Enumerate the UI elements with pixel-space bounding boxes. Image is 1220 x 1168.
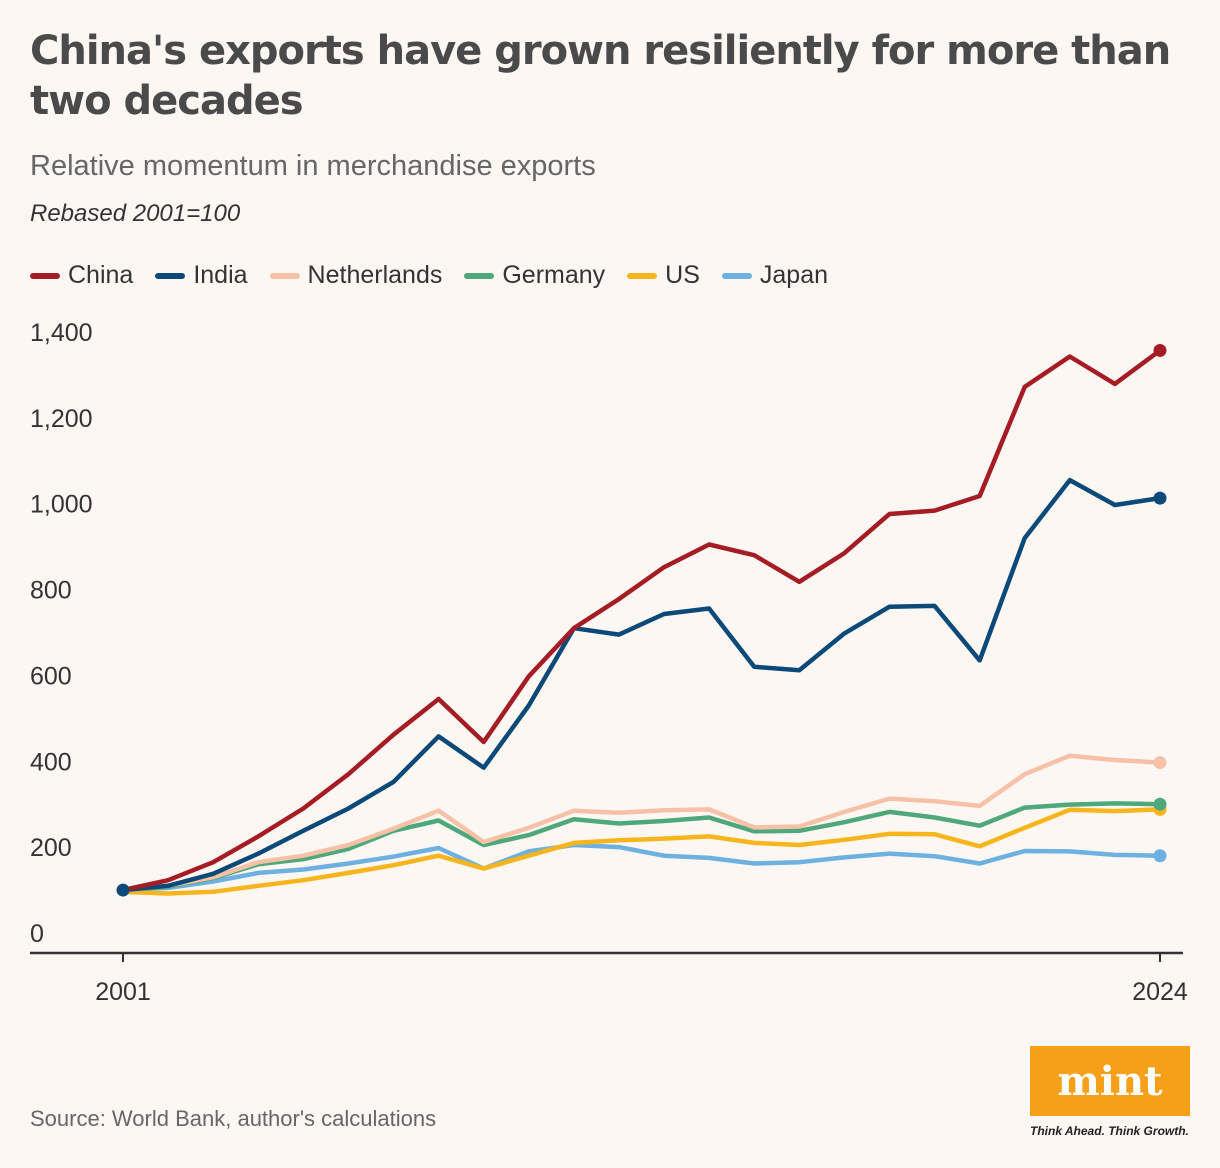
series-start-point bbox=[116, 883, 130, 897]
y-tick-label: 1,400 bbox=[30, 319, 93, 347]
legend-label: US bbox=[665, 261, 700, 289]
y-tick-label: 1,200 bbox=[30, 405, 93, 433]
legend-swatch bbox=[721, 272, 752, 279]
series-line-germany bbox=[120, 801, 1163, 893]
legend-label: China bbox=[68, 261, 134, 289]
series-end-point-china bbox=[1153, 343, 1167, 357]
x-tick-label: 2024 bbox=[1132, 978, 1188, 1006]
series-line-us bbox=[120, 807, 1163, 896]
series-line-netherlands bbox=[120, 753, 1163, 893]
y-tick-label: 200 bbox=[30, 834, 72, 862]
y-tick-label: 800 bbox=[30, 577, 72, 605]
legend-label: India bbox=[193, 261, 248, 289]
series-end-point-india bbox=[1153, 491, 1167, 505]
chart-note: Rebased 2001=100 bbox=[30, 200, 241, 227]
series-line-india bbox=[120, 477, 1163, 893]
y-tick-label: 600 bbox=[30, 662, 72, 690]
legend-swatch bbox=[155, 272, 186, 279]
y-tick-label: 0 bbox=[30, 920, 44, 948]
y-tick-label: 1,000 bbox=[30, 491, 93, 519]
mint-logo: mint bbox=[1030, 1046, 1190, 1116]
legend-item-us: US bbox=[627, 261, 700, 290]
logo-tagline: Think Ahead. Think Growth. bbox=[1030, 1124, 1189, 1138]
y-tick-label: 400 bbox=[30, 748, 72, 776]
legend-label: Japan bbox=[759, 261, 829, 289]
legend-swatch bbox=[627, 272, 658, 279]
legend-item-netherlands: Netherlands bbox=[269, 261, 443, 290]
line-chart: 0 200 400 600 800 1,000 1,200 1,400 2001 2024 bbox=[30, 319, 1188, 1006]
x-tick-label: 2001 bbox=[95, 978, 151, 1006]
legend-swatch bbox=[30, 272, 60, 279]
legend-item-japan: Japan bbox=[721, 261, 829, 290]
series-line-china bbox=[120, 348, 1163, 893]
legend-item-germany: Germany bbox=[464, 261, 605, 290]
series-line-japan bbox=[120, 842, 1163, 893]
legend-swatch bbox=[464, 272, 495, 279]
series-end-point-japan bbox=[1153, 849, 1167, 863]
series-end-point-germany bbox=[1153, 797, 1167, 811]
legend-label: Germany bbox=[502, 261, 606, 289]
legend-label: Netherlands bbox=[307, 261, 443, 289]
chart-subtitle: Relative momentum in merchandise exports bbox=[30, 150, 596, 182]
chart-title: China's exports have grown resiliently f… bbox=[30, 28, 1171, 124]
source-note: Source: World Bank, author's calculation… bbox=[30, 1106, 437, 1131]
chart-legend: China India Netherlands Germany US Japan bbox=[30, 261, 828, 290]
legend-item-china: China bbox=[30, 261, 133, 290]
legend-swatch bbox=[269, 272, 300, 279]
legend-item-india: India bbox=[155, 261, 248, 290]
series-end-point-netherlands bbox=[1153, 756, 1167, 770]
